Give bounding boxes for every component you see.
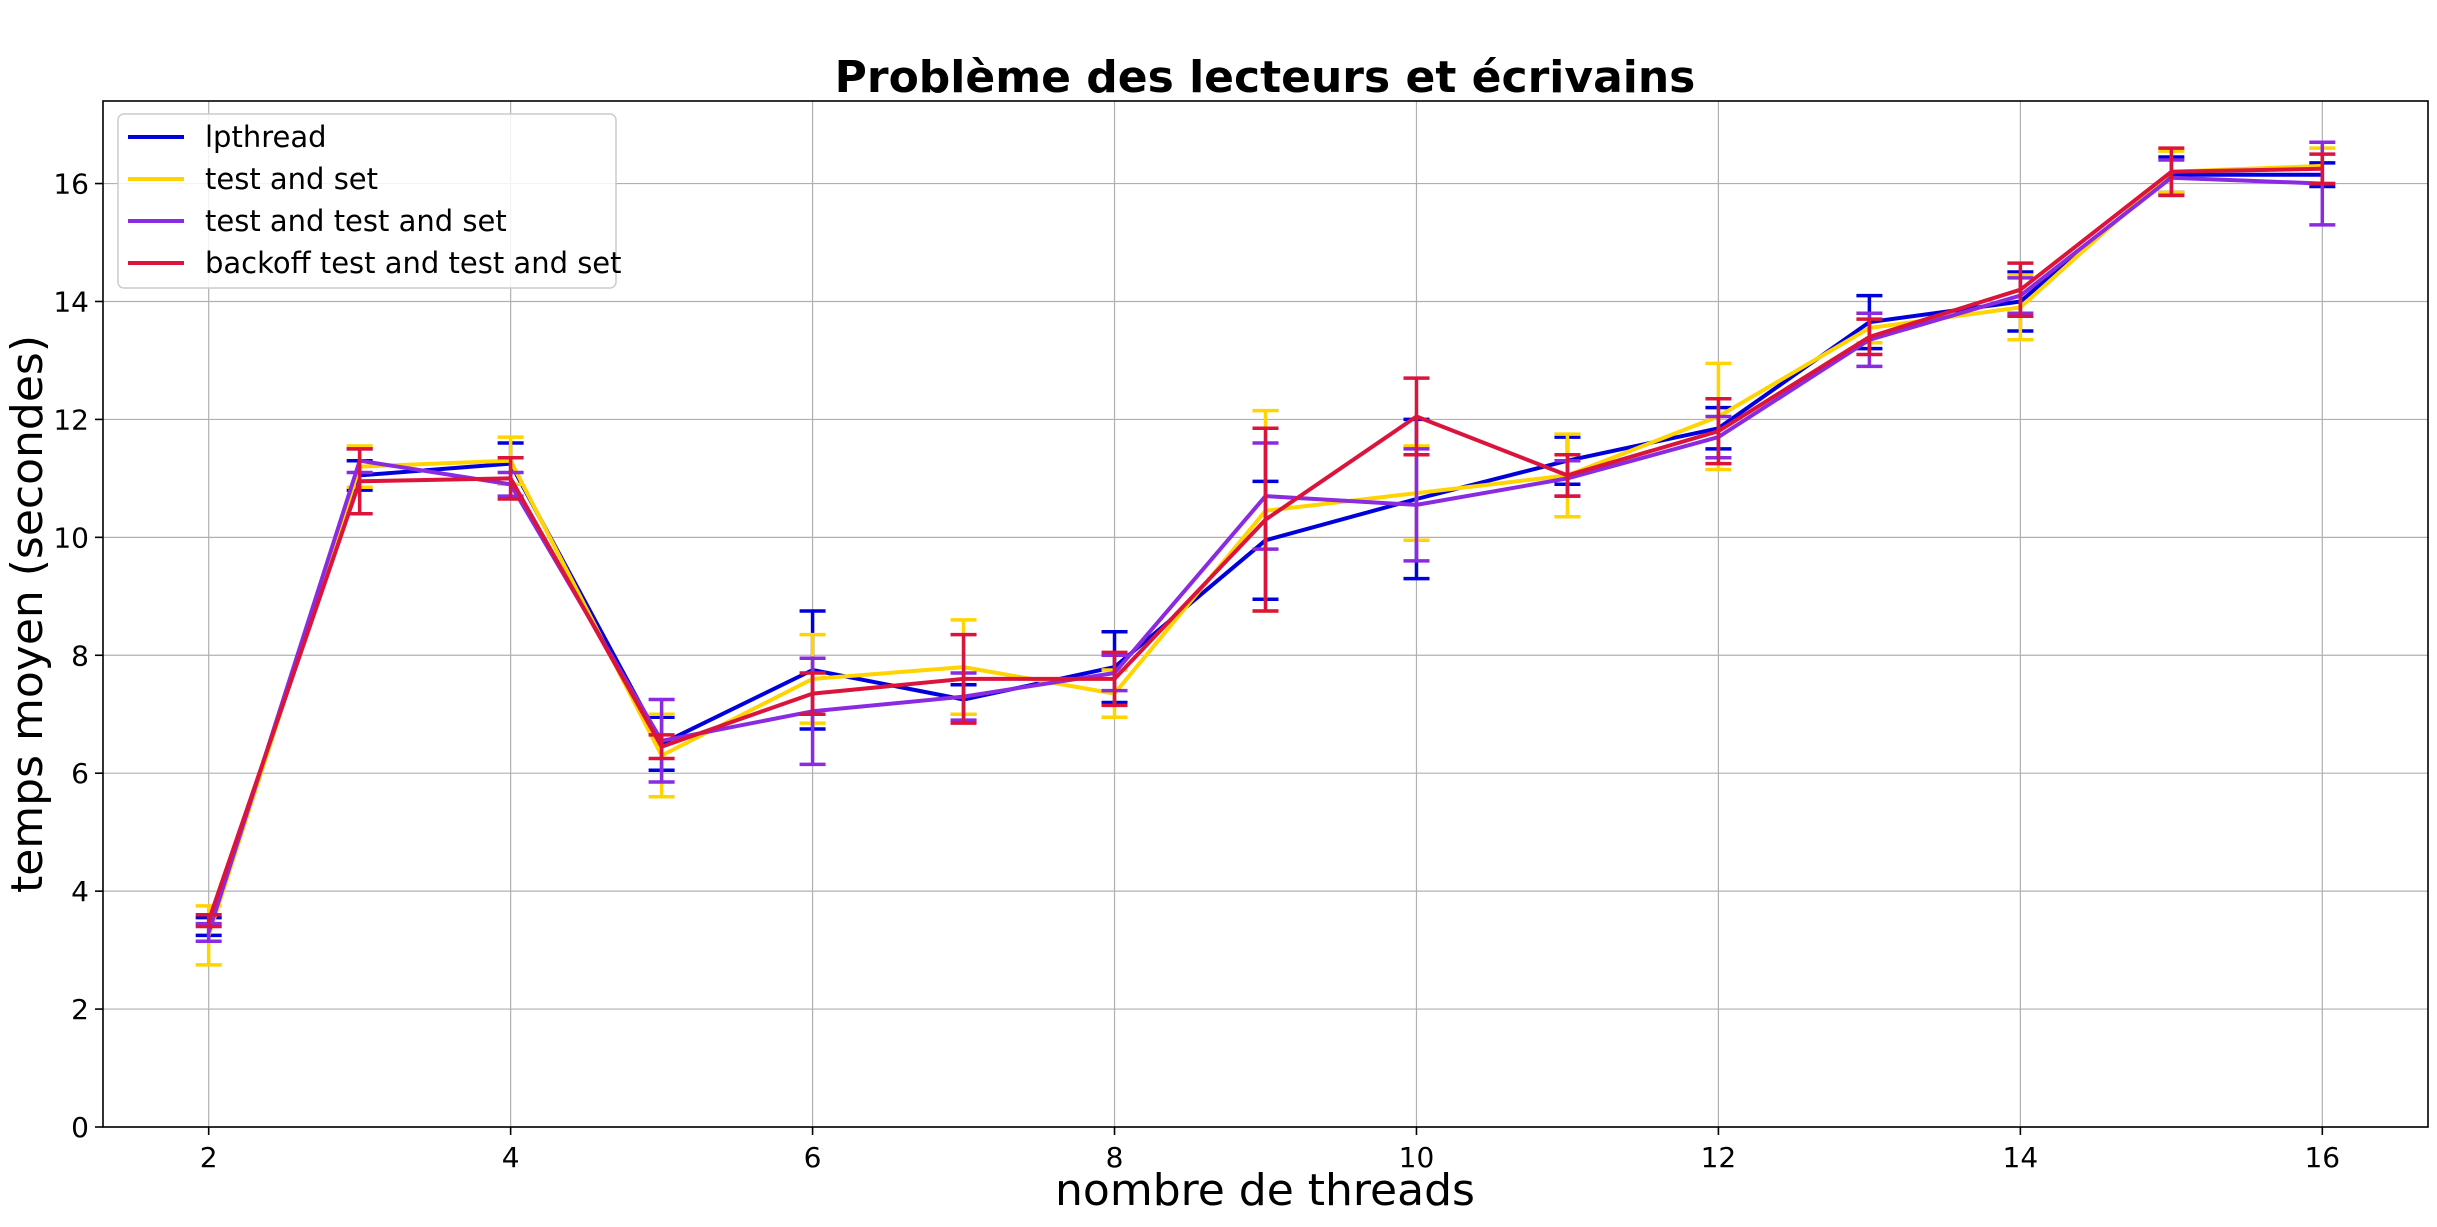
series-3 <box>195 146 2336 929</box>
error-bar <box>2007 261 2034 318</box>
y-tick-label: 10 <box>53 521 89 554</box>
legend: lpthread test and set test and test and se… <box>117 113 622 289</box>
error-bar <box>1554 453 1581 498</box>
series-layer <box>195 140 2336 967</box>
legend-item: test and test and set <box>128 204 507 238</box>
plot-frame <box>102 100 2429 1128</box>
error-bar <box>1403 376 1430 457</box>
x-tick-label: 14 <box>2003 1141 2039 1174</box>
y-tick-label: 14 <box>53 285 89 318</box>
error-bar <box>2309 152 2336 186</box>
x-axis-label: nombre de threads <box>1055 1165 1475 1216</box>
x-tick-label: 8 <box>1106 1141 1124 1174</box>
error-bar <box>2158 146 2185 198</box>
error-bar <box>1705 397 1732 466</box>
y-tick-label: 8 <box>71 639 89 672</box>
legend-item: backoff test and test and set <box>128 246 622 280</box>
chart-title: Problème des lecteurs et écrivains <box>835 52 1696 103</box>
x-tick-label: 4 <box>502 1141 520 1174</box>
legend-label: backoff test and test and set <box>205 246 622 280</box>
x-tick-label: 10 <box>1399 1141 1435 1174</box>
legend-item: test and set <box>128 162 378 196</box>
error-bar <box>195 912 222 929</box>
x-tick-label: 16 <box>2304 1141 2340 1174</box>
error-bar <box>497 455 524 501</box>
error-bar <box>1856 317 1883 357</box>
x-tick-label: 12 <box>1701 1141 1737 1174</box>
legend-item: lpthread <box>128 120 327 154</box>
y-axis-label: temps moyen (secondes) <box>2 335 53 893</box>
error-bar <box>648 733 675 761</box>
error-bar <box>346 447 373 516</box>
y-tick-label: 6 <box>71 757 89 790</box>
legend-label: lpthread <box>205 120 327 154</box>
legend-label: test and set <box>205 162 378 196</box>
x-tick-label: 2 <box>200 1141 218 1174</box>
y-tick-label: 2 <box>71 993 89 1026</box>
error-bar <box>799 671 826 716</box>
legend-box <box>117 113 617 289</box>
y-tick-label: 0 <box>71 1111 89 1144</box>
axis-ticks: 2 4 6 8 10 12 14 16 0 2 4 6 8 10 12 14 16 <box>53 168 2340 1174</box>
x-tick-label: 6 <box>804 1141 822 1174</box>
error-bar <box>1252 426 1279 613</box>
y-tick-label: 4 <box>71 875 89 908</box>
y-tick-label: 16 <box>53 168 89 201</box>
legend-label: test and test and set <box>205 204 507 238</box>
error-bar <box>950 632 977 725</box>
error-bar <box>1101 650 1128 708</box>
y-tick-label: 12 <box>53 403 89 436</box>
